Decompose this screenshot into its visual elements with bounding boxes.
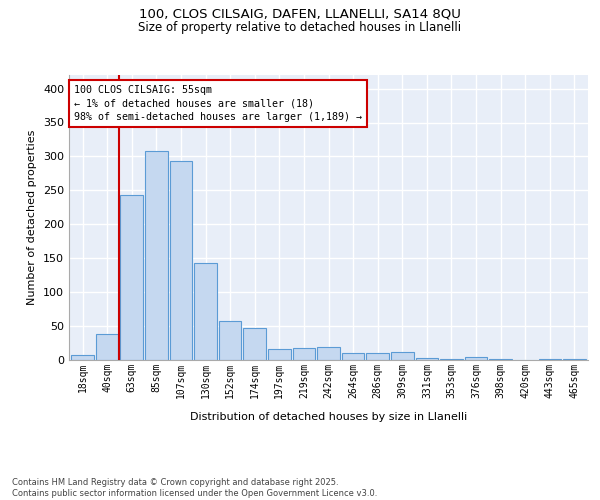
Bar [194,263,217,360]
Bar [317,347,340,360]
Bar [465,356,487,360]
Text: 100, CLOS CILSAIG, DAFEN, LLANELLI, SA14 8QU: 100, CLOS CILSAIG, DAFEN, LLANELLI, SA14… [139,8,461,20]
Text: Contains HM Land Registry data © Crown copyright and database right 2025.
Contai: Contains HM Land Registry data © Crown c… [12,478,377,498]
Bar [391,352,413,360]
Bar [71,354,94,360]
Text: 100 CLOS CILSAIG: 55sqm
← 1% of detached houses are smaller (18)
98% of semi-det: 100 CLOS CILSAIG: 55sqm ← 1% of detached… [74,85,362,122]
Bar [145,151,167,360]
Bar [563,358,586,360]
Bar [121,195,143,360]
Bar [219,322,241,360]
Bar [416,358,438,360]
Y-axis label: Number of detached properties: Number of detached properties [28,130,37,305]
Bar [367,352,389,360]
Bar [96,334,118,360]
Bar [342,353,364,360]
Text: Distribution of detached houses by size in Llanelli: Distribution of detached houses by size … [190,412,467,422]
Bar [244,328,266,360]
Bar [268,349,290,360]
Bar [293,348,315,360]
Text: Size of property relative to detached houses in Llanelli: Size of property relative to detached ho… [139,21,461,34]
Bar [440,358,463,360]
Bar [170,160,192,360]
